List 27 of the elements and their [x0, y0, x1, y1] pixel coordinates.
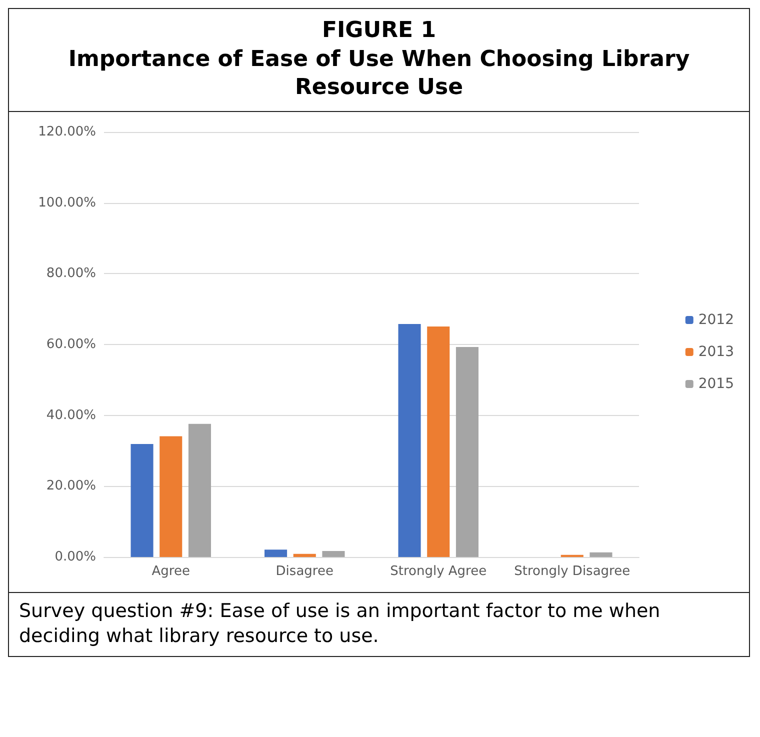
bar: [188, 424, 211, 557]
bar: [130, 444, 154, 557]
chart-subtitle: Importance of Ease of Use When Choosing Library Resource Use: [67, 46, 691, 102]
bar: [456, 346, 478, 557]
y-tick-label: 20.00%: [46, 478, 96, 494]
bar: [322, 550, 345, 557]
y-tick-label: 80.00%: [46, 266, 96, 281]
bar: [264, 549, 288, 557]
x-tick-label: Strongly Disagree: [514, 564, 630, 579]
y-tick-label: 0.00%: [54, 549, 96, 564]
legend-label: 2015: [698, 376, 734, 392]
y-tick-label: 60.00%: [46, 336, 96, 352]
y-tick-label: 40.00%: [46, 408, 96, 423]
text: Survey question #9: Ease of use is an important factor to me when deciding what library resource to use.: [19, 598, 662, 650]
bar: [398, 324, 421, 557]
chart-title: FIGURE 1: [320, 17, 438, 45]
legend-label: 2012: [698, 312, 734, 328]
bar: [427, 326, 450, 557]
x-tick-label: Disagree: [276, 564, 334, 579]
y-tick-label: 120.00%: [38, 124, 96, 140]
bar: [160, 436, 182, 557]
x-tick-label: Agree: [152, 564, 190, 579]
legend-label: 2013: [698, 344, 734, 360]
y-tick-label: 100.00%: [38, 195, 96, 210]
x-tick-label: Strongly Agree: [390, 564, 487, 579]
bar: [590, 552, 612, 557]
bar: [293, 554, 316, 557]
